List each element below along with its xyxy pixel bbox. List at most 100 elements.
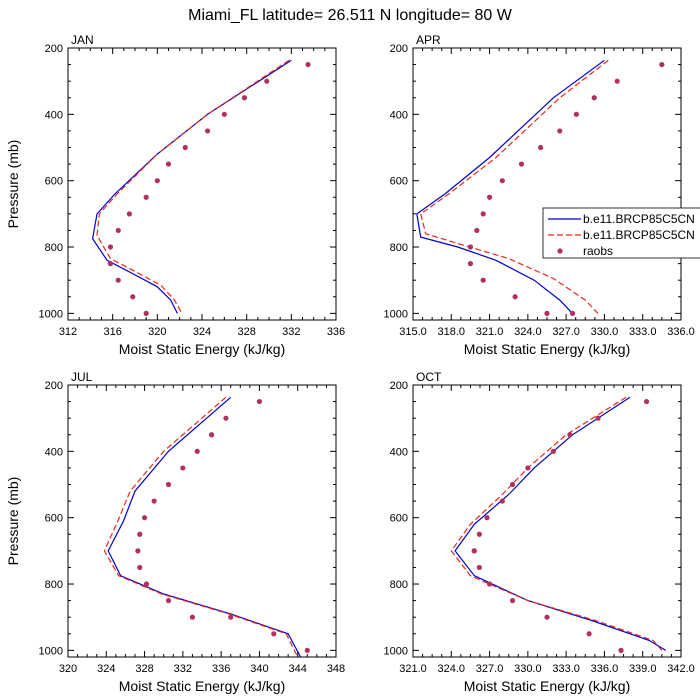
raobs-point bbox=[256, 398, 263, 405]
raobs-point bbox=[208, 432, 215, 438]
y-tick-label: 1000 bbox=[384, 645, 408, 657]
series-line-solid bbox=[454, 396, 667, 651]
raobs-point bbox=[165, 161, 172, 167]
x-axis-label: Moist Static Energy (kJ/kg) bbox=[464, 678, 631, 694]
x-tick-label: 336.0 bbox=[591, 663, 619, 675]
raobs-point bbox=[509, 481, 516, 488]
y-tick-label: 600 bbox=[45, 513, 63, 525]
y-tick-label: 600 bbox=[390, 176, 408, 188]
y-tick-label: 400 bbox=[390, 446, 408, 458]
raobs-point bbox=[467, 244, 474, 250]
x-tick-label: 348 bbox=[327, 663, 345, 675]
raobs-point bbox=[126, 211, 133, 217]
raobs-point bbox=[525, 465, 531, 471]
x-tick-label: 342.0 bbox=[667, 663, 695, 675]
raobs-point bbox=[471, 548, 477, 554]
raobs-point bbox=[480, 211, 486, 217]
raobs-point bbox=[189, 614, 196, 620]
y-tick-label: 800 bbox=[45, 242, 63, 254]
x-tick-label: 321.0 bbox=[476, 326, 504, 338]
x-tick-label: 328 bbox=[237, 326, 255, 338]
raobs-point bbox=[271, 631, 277, 637]
y-tick-label: 800 bbox=[45, 579, 63, 591]
x-axis-label: Moist Static Energy (kJ/kg) bbox=[464, 341, 631, 357]
y-tick-label: 600 bbox=[45, 176, 63, 188]
x-tick-label: 316 bbox=[103, 326, 121, 338]
raobs-point bbox=[141, 515, 148, 521]
x-axis-label: Moist Static Energy (kJ/kg) bbox=[119, 678, 286, 694]
x-tick-label: 312 bbox=[59, 326, 77, 338]
raobs-point bbox=[194, 448, 200, 454]
y-tick-label: 200 bbox=[390, 380, 408, 392]
raobs-point bbox=[130, 294, 136, 300]
x-tick-label: 315.0 bbox=[399, 326, 427, 338]
raobs-point bbox=[544, 310, 550, 316]
plot-frame bbox=[67, 47, 337, 321]
raobs-point bbox=[165, 598, 172, 604]
panels: JAN 312 316 320 324 328 332 336 200 400 600 800 1000… bbox=[5, 33, 695, 694]
y-axis-label: Pressure (mb) bbox=[5, 140, 21, 229]
x-tick-label: 324 bbox=[97, 663, 115, 675]
series-line-solid bbox=[107, 396, 302, 657]
y-tick-label: 800 bbox=[390, 579, 408, 591]
raobs-point bbox=[518, 161, 525, 167]
raobs-point bbox=[476, 564, 482, 571]
x-tick-label: 327.0 bbox=[476, 663, 504, 675]
raobs-point bbox=[614, 78, 620, 84]
raobs-point bbox=[143, 581, 150, 587]
x-tick-label: 324.0 bbox=[438, 663, 466, 675]
data-layer bbox=[450, 396, 667, 653]
raobs-point bbox=[499, 178, 505, 184]
raobs-point bbox=[567, 432, 573, 438]
y-tick-label: 1000 bbox=[39, 645, 63, 657]
raobs-point bbox=[135, 548, 141, 554]
panel-jan: JAN 312 316 320 324 328 332 336 200 400 600 800 1000… bbox=[5, 33, 345, 357]
panel-title: JUL bbox=[71, 370, 93, 384]
raobs-point bbox=[474, 227, 480, 234]
data-layer bbox=[91, 59, 311, 316]
x-tick-label: 330.0 bbox=[514, 663, 542, 675]
raobs-point bbox=[480, 277, 486, 283]
x-tick-label: 320 bbox=[148, 326, 166, 338]
legend: b.e11.BRCP85C5CN b.e11.BRCP85C5CN raobs bbox=[542, 207, 700, 259]
series-line-dashed bbox=[450, 396, 663, 651]
raobs-point bbox=[486, 581, 493, 587]
raobs-point bbox=[182, 144, 188, 151]
raobs-point bbox=[180, 465, 186, 471]
raobs-point bbox=[154, 178, 160, 184]
raobs-point bbox=[595, 415, 601, 421]
raobs-point bbox=[115, 277, 121, 283]
series-line-dashed bbox=[103, 396, 299, 657]
legend-marker bbox=[557, 248, 563, 254]
x-tick-label: 333.0 bbox=[629, 326, 657, 338]
raobs-point bbox=[538, 144, 544, 151]
raobs-point bbox=[107, 244, 114, 250]
raobs-point bbox=[151, 498, 157, 504]
raobs-point bbox=[573, 111, 579, 117]
raobs-point bbox=[143, 194, 149, 200]
raobs-point bbox=[591, 95, 597, 101]
raobs-point bbox=[643, 398, 650, 405]
raobs-point bbox=[659, 61, 665, 68]
x-tick-label: 336 bbox=[327, 326, 345, 338]
x-tick-label: 336.0 bbox=[667, 326, 695, 338]
figure-title: Miami_FL latitude= 26.511 N longitude= 8… bbox=[188, 7, 513, 24]
raobs-point bbox=[512, 294, 518, 300]
series-line-dashed bbox=[96, 59, 290, 314]
x-tick-label: 327.0 bbox=[552, 326, 580, 338]
plot-frame bbox=[412, 47, 682, 321]
data-layer bbox=[103, 396, 310, 657]
x-tick-label: 328 bbox=[135, 663, 153, 675]
raobs-point bbox=[467, 261, 474, 267]
raobs-point bbox=[544, 614, 550, 620]
x-tick-label: 333.0 bbox=[552, 663, 580, 675]
y-tick-label: 200 bbox=[390, 43, 408, 55]
y-tick-label: 1000 bbox=[39, 308, 63, 320]
series-line-solid bbox=[91, 59, 292, 314]
x-tick-label: 339.0 bbox=[629, 663, 657, 675]
raobs-point bbox=[569, 310, 576, 316]
raobs-point bbox=[221, 111, 227, 117]
raobs-point bbox=[228, 614, 234, 620]
x-tick-label: 320 bbox=[59, 663, 77, 675]
